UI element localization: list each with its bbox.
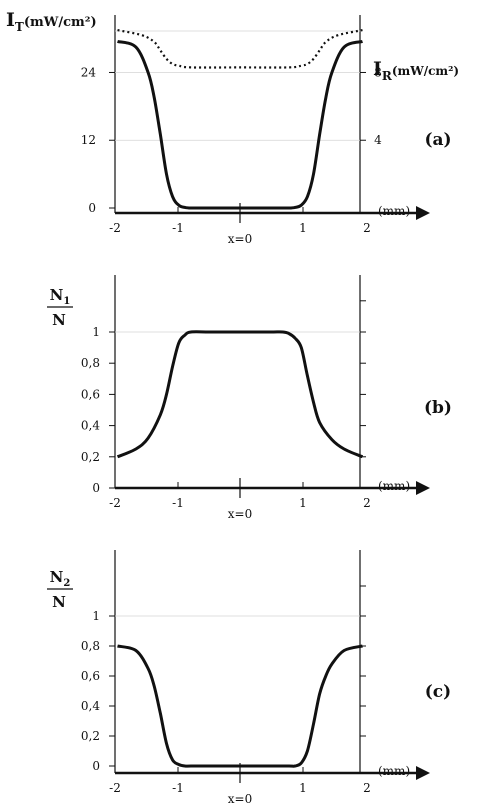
panel-label: (a) xyxy=(424,130,451,150)
x-tick-label: -1 xyxy=(172,221,184,235)
x-origin-label: x=0 xyxy=(228,507,252,521)
y-tick-label: 12 xyxy=(81,133,96,147)
x-tick-label: -1 xyxy=(172,781,184,795)
x-tick-label: 2 xyxy=(363,496,371,510)
y-label-numerator: N2 xyxy=(50,568,71,589)
left-axis-label: IT(mW/cm²) xyxy=(6,9,97,34)
x-origin-label: x=0 xyxy=(228,792,252,806)
y-label-numerator: N1 xyxy=(50,286,71,307)
y-tick-label: 0,4 xyxy=(81,419,100,433)
series-line xyxy=(116,330,364,459)
x-origin-label: x=0 xyxy=(228,232,252,246)
y-tick-label: 1 xyxy=(92,609,100,623)
y-tick-label: 0,6 xyxy=(81,387,100,401)
y-tick-label: 24 xyxy=(81,65,97,79)
x-unit-label: (mm) xyxy=(378,204,410,218)
x-axis-arrow xyxy=(416,766,430,780)
y-tick-label: 0 xyxy=(92,759,100,773)
panel-label: (c) xyxy=(425,682,451,702)
panel-label: (b) xyxy=(424,398,452,418)
panel-0: -2 -1 1 2x=0(mm)(a)0122448IT(mW/cm²)IR(mW/c… xyxy=(6,9,459,246)
y-tick-label: 0,8 xyxy=(81,356,100,370)
y-tick-label: 0,6 xyxy=(81,669,100,683)
series-line-reflected xyxy=(117,29,363,69)
x-tick-label: -2 xyxy=(109,781,121,795)
x-axis-arrow xyxy=(416,206,430,220)
x-axis-arrow xyxy=(416,481,430,495)
y-right-tick-label: 8 xyxy=(374,65,382,79)
x-tick-label: 1 xyxy=(299,221,307,235)
y-tick-label: 0,2 xyxy=(81,450,100,464)
x-tick-label: -1 xyxy=(172,496,184,510)
y-tick-label: 0 xyxy=(88,201,96,215)
x-tick-label: -2 xyxy=(109,496,121,510)
x-tick-label: 1 xyxy=(299,781,307,795)
y-tick-label: 0,2 xyxy=(81,729,100,743)
y-label-denominator: N xyxy=(52,311,66,329)
y-tick-label: 0,8 xyxy=(81,639,100,653)
y-tick-label: 1 xyxy=(92,325,100,339)
x-tick-label: 1 xyxy=(299,496,307,510)
series-line xyxy=(117,644,363,768)
x-unit-label: (mm) xyxy=(378,764,410,778)
y-right-tick-label: 4 xyxy=(374,133,382,147)
x-tick-label: 2 xyxy=(363,781,371,795)
panel-1: -2 -1 1 2 x=0 (mm) (b) 0 0,2 0,4 0,6 0,8 1 N1 N xyxy=(47,275,452,521)
x-tick-label: 2 xyxy=(363,221,371,235)
right-axis-label: IR(mW/cm²) xyxy=(373,58,459,83)
y-tick-label: 0,4 xyxy=(81,699,100,713)
panel-2: -2 -1 1 2 x=0 (mm) (c) 0 0,2 0,4 0,6 0,8 1 N2 N xyxy=(47,550,451,806)
x-unit-label: (mm) xyxy=(378,479,410,493)
y-label-denominator: N xyxy=(52,593,66,611)
x-tick-label: -2 xyxy=(109,221,121,235)
y-tick-label: 0 xyxy=(92,481,100,495)
series-line-transmitted xyxy=(117,39,363,210)
